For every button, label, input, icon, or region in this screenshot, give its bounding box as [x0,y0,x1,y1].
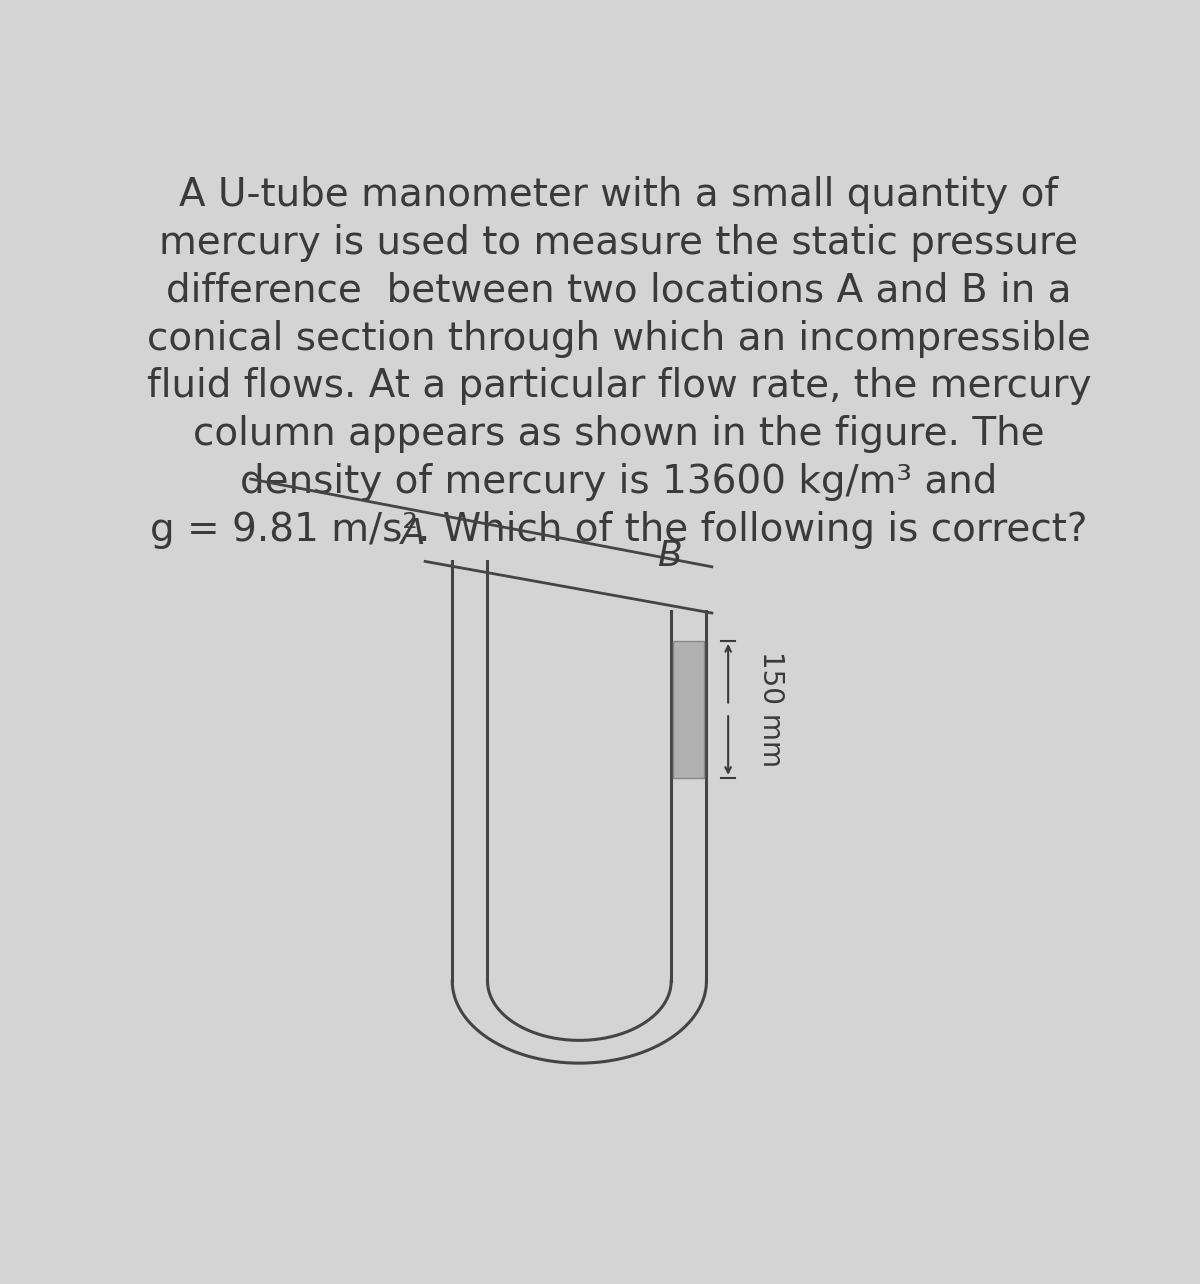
Text: A U-tube manometer with a small quantity of: A U-tube manometer with a small quantity… [179,176,1058,214]
Text: A: A [401,517,426,551]
Text: difference  between two locations A and B in a: difference between two locations A and B… [166,272,1072,309]
Bar [673,641,704,778]
Text: fluid flows. At a particular flow rate, the mercury: fluid flows. At a particular flow rate, … [146,367,1091,406]
Text: mercury is used to measure the static pressure: mercury is used to measure the static pr… [160,225,1079,262]
Text: B: B [656,539,682,573]
Text: conical section through which an incompressible: conical section through which an incompr… [146,320,1091,358]
Text: 150 mm: 150 mm [757,651,785,768]
Text: density of mercury is 13600 kg/m³ and: density of mercury is 13600 kg/m³ and [240,462,997,501]
Text: column appears as shown in the figure. The: column appears as shown in the figure. T… [193,415,1045,453]
Text: g = 9.81 m/s². Which of the following is correct?: g = 9.81 m/s². Which of the following is… [150,511,1087,548]
